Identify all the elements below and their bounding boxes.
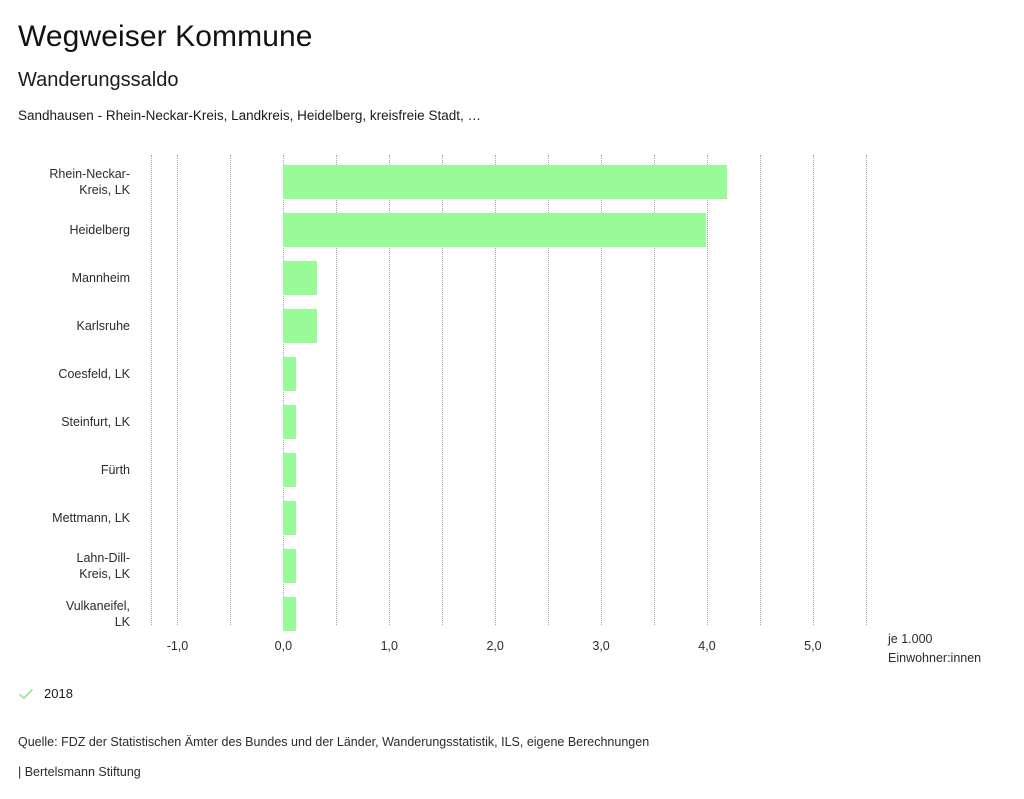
gridline: [495, 155, 497, 625]
gridline: [601, 155, 603, 625]
x-axis-tick-label: 1,0: [380, 639, 398, 653]
y-axis-label: Fürth: [100, 463, 130, 477]
bar-row: [151, 494, 887, 542]
x-axis-tick-label: 5,0: [804, 639, 822, 653]
gridline: [336, 155, 338, 625]
y-axis-label: Karlsruhe: [76, 319, 131, 333]
x-axis-unit-line2: Einwohner:innen: [888, 651, 982, 665]
legend-item-label[interactable]: 2018: [44, 686, 73, 701]
bar[interactable]: [283, 213, 706, 247]
bar-row: [151, 542, 887, 590]
bar-row: [151, 302, 887, 350]
bar-row: [151, 254, 887, 302]
plot-area: [151, 155, 887, 631]
app-title: Wegweiser Kommune: [18, 20, 313, 53]
y-axis-label: Heidelberg: [69, 223, 130, 237]
plot-frame: Rhein-Neckar- Kreis, LK Heidelberg Mannhei…: [0, 155, 1024, 631]
gridline: [759, 155, 761, 625]
bar[interactable]: [283, 597, 297, 631]
bar[interactable]: [283, 501, 297, 535]
header: Wegweiser Kommune Wanderungssaldo Sandha…: [18, 0, 1008, 123]
bar[interactable]: [283, 453, 297, 487]
gridline: [177, 155, 179, 625]
chart-subtitle: Sandhausen - Rhein-Neckar-Kreis, Landkre…: [18, 108, 481, 123]
y-axis-label: Mettmann, LK: [52, 511, 130, 525]
gridline: [230, 155, 232, 625]
legend: 2018: [18, 686, 73, 702]
y-axis-label: Mannheim: [71, 271, 130, 285]
bar[interactable]: [283, 165, 728, 199]
footer: Quelle: FDZ der Statistischen Ämter des …: [18, 727, 1008, 787]
x-axis-tick-label: 2,0: [486, 639, 504, 653]
gridline: [389, 155, 391, 625]
bar-row: [151, 158, 887, 206]
bar-row: [151, 398, 887, 446]
chart-title: Wanderungssaldo: [18, 69, 179, 91]
gridline: [812, 155, 814, 625]
bar-row: [151, 206, 887, 254]
y-axis-label: Steinfurt, LK: [61, 415, 130, 429]
bar[interactable]: [283, 357, 297, 391]
y-axis-label: Lahn-Dill- Kreis, LK: [76, 551, 131, 581]
x-axis-unit-line1: je 1.000: [888, 632, 933, 646]
gridline: [151, 155, 152, 625]
footer-source: Quelle: FDZ der Statistischen Ämter des …: [18, 735, 650, 749]
gridline: [865, 155, 867, 625]
y-axis-label: Vulkaneifel, LK: [65, 599, 130, 629]
x-axis: -1,0 0,0 1,0 2,0 3,0 4,0 5,0: [151, 625, 887, 665]
x-axis-tick-label: -1,0: [166, 639, 189, 653]
bar-row: [151, 446, 887, 494]
y-axis-label: Coesfeld, LK: [58, 367, 130, 381]
x-axis-tick-label: 3,0: [592, 639, 610, 653]
x-axis-tick-label: 4,0: [698, 639, 716, 653]
bar[interactable]: [283, 309, 318, 343]
x-axis-unit: je 1.000 Einwohner:innen: [888, 630, 1018, 668]
bar[interactable]: [283, 261, 318, 295]
bar-row: [151, 590, 887, 638]
y-axis-labels: Rhein-Neckar- Kreis, LK Heidelberg Mannhei…: [0, 155, 131, 629]
x-axis-tick-label: 0,0: [274, 639, 293, 653]
bar[interactable]: [283, 405, 297, 439]
gridline: [442, 155, 444, 625]
footer-publisher: | Bertelsmann Stiftung: [18, 765, 141, 779]
gridline: [706, 155, 708, 625]
gridline: [548, 155, 550, 625]
bar-row: [151, 350, 887, 398]
check-icon: [18, 686, 34, 702]
bar[interactable]: [283, 549, 297, 583]
gridline: [654, 155, 656, 625]
y-axis-label: Rhein-Neckar- Kreis, LK: [49, 167, 130, 197]
